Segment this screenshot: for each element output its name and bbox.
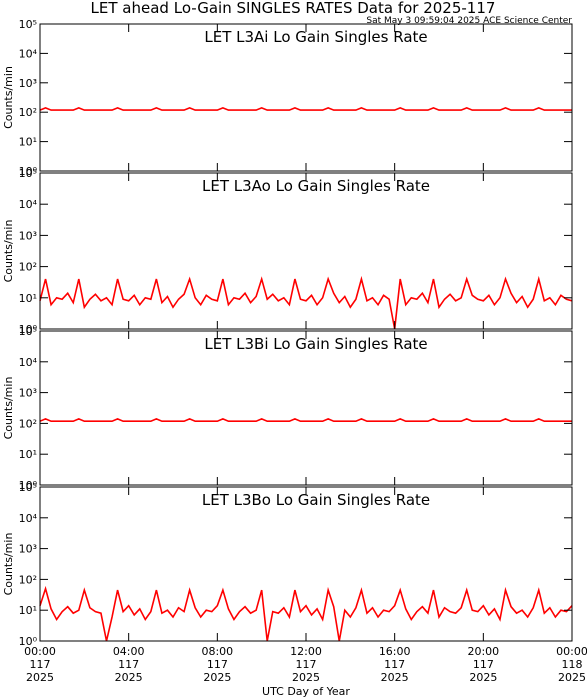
y-tick-label: 10⁰ bbox=[19, 165, 38, 178]
plot-frame bbox=[39, 486, 573, 642]
panel-title: LET L3Ao Lo Gain Singles Rate bbox=[202, 177, 430, 195]
y-tick-label: 10³ bbox=[19, 77, 37, 90]
y-axis-label: Counts/min bbox=[2, 377, 15, 440]
x-tick-label: 2025 bbox=[469, 671, 497, 684]
plot-frame bbox=[39, 23, 573, 172]
y-tick-label: 10⁴ bbox=[19, 198, 38, 211]
x-tick-label: 2025 bbox=[203, 671, 231, 684]
timestamp: Sat May 3 09:59:04 2025 ACE Science Cent… bbox=[366, 16, 572, 26]
x-tick-label: 118 bbox=[562, 658, 583, 671]
y-tick-label: 10² bbox=[19, 106, 37, 119]
y-tick-label: 10¹ bbox=[19, 604, 37, 617]
y-tick-label: 10² bbox=[19, 573, 37, 586]
x-tick-label: 2025 bbox=[381, 671, 409, 684]
x-tick-label: 117 bbox=[473, 658, 494, 671]
y-tick-label: 10⁰ bbox=[19, 323, 38, 336]
y-tick-label: 10⁰ bbox=[19, 479, 38, 492]
data-line bbox=[39, 418, 572, 422]
y-tick-label: 10⁵ bbox=[19, 167, 37, 180]
y-tick-label: 10⁵ bbox=[19, 481, 37, 494]
y-tick-label: 10¹ bbox=[19, 448, 37, 461]
y-tick-label: 10² bbox=[19, 417, 37, 430]
plot-frame bbox=[39, 172, 573, 330]
y-tick-label: 10⁵ bbox=[19, 325, 37, 338]
data-line bbox=[39, 275, 573, 330]
y-axis-label: Counts/min bbox=[2, 220, 15, 283]
x-tick-label: 20:00 bbox=[467, 645, 499, 658]
x-tick-label: 117 bbox=[384, 658, 405, 671]
y-axis-label: Counts/min bbox=[2, 533, 15, 596]
y-axis-label: Counts/min bbox=[2, 66, 15, 129]
panel-title: LET L3Bi Lo Gain Singles Rate bbox=[204, 335, 427, 353]
x-tick-label: 00:00 bbox=[24, 645, 56, 658]
y-tick-label: 10⁰ bbox=[19, 635, 38, 648]
data-line bbox=[39, 585, 573, 642]
x-tick-label: 00:00 bbox=[556, 645, 587, 658]
x-tick-label: 2025 bbox=[115, 671, 143, 684]
x-tick-label: 2025 bbox=[558, 671, 586, 684]
y-tick-label: 10⁴ bbox=[19, 47, 38, 60]
y-tick-label: 10² bbox=[19, 261, 37, 274]
y-tick-label: 10⁴ bbox=[19, 512, 38, 525]
data-line bbox=[39, 107, 572, 111]
panel-title: LET L3Ai Lo Gain Singles Rate bbox=[204, 28, 427, 46]
y-tick-label: 10³ bbox=[19, 387, 37, 400]
x-tick-label: 117 bbox=[30, 658, 51, 671]
x-tick-label: 117 bbox=[207, 658, 228, 671]
x-tick-label: 08:00 bbox=[201, 645, 233, 658]
x-tick-label: 117 bbox=[118, 658, 139, 671]
x-axis-label: UTC Day of Year bbox=[262, 685, 350, 698]
y-tick-label: 10¹ bbox=[19, 292, 37, 305]
x-tick-label: 2025 bbox=[26, 671, 54, 684]
y-tick-label: 10⁵ bbox=[19, 18, 37, 31]
panel-title: LET L3Bo Lo Gain Singles Rate bbox=[202, 491, 430, 509]
x-tick-label: 16:00 bbox=[379, 645, 411, 658]
y-tick-label: 10³ bbox=[19, 229, 37, 242]
x-tick-label: 12:00 bbox=[290, 645, 322, 658]
x-tick-label: 04:00 bbox=[113, 645, 145, 658]
y-tick-label: 10⁴ bbox=[19, 356, 38, 369]
page-title: LET ahead Lo-Gain SINGLES RATES Data for… bbox=[91, 0, 496, 17]
y-tick-label: 10³ bbox=[19, 543, 37, 556]
x-tick-label: 117 bbox=[296, 658, 317, 671]
y-tick-label: 10¹ bbox=[19, 136, 37, 149]
x-tick-label: 2025 bbox=[292, 671, 320, 684]
plot-frame bbox=[39, 330, 573, 486]
